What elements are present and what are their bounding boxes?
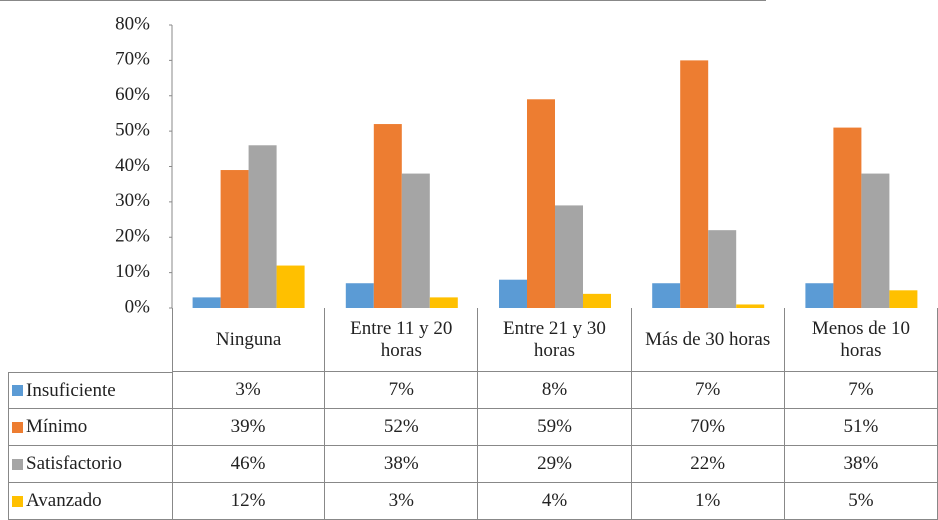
bar (861, 173, 890, 308)
y-tick-label: 50% (115, 119, 150, 140)
y-tick-label: 10% (115, 261, 150, 282)
data-table-value: 29% (478, 446, 632, 483)
data-table-value: 38% (325, 446, 479, 483)
data-table-value: 5% (784, 483, 938, 520)
legend-entry: Insuficiente (8, 372, 173, 409)
data-table-value: 3% (172, 372, 326, 409)
data-table-value: 7% (631, 372, 785, 409)
data-table-value: 8% (478, 372, 632, 409)
data-table-value: 22% (631, 446, 785, 483)
data-table-value: 38% (784, 446, 938, 483)
bar (527, 99, 555, 308)
data-table-value: 70% (631, 409, 785, 446)
bar (736, 304, 765, 308)
bar (805, 283, 834, 308)
bar (555, 205, 583, 308)
legend-entry: Mínimo (8, 409, 173, 446)
legend-label: Avanzado (26, 490, 102, 511)
legend-label: Satisfactorio (26, 453, 123, 474)
bar (220, 170, 249, 308)
data-table-value: 7% (784, 372, 938, 409)
data-table-value: 59% (478, 409, 632, 446)
legend-key (12, 421, 23, 433)
y-tick-label: 0% (125, 296, 151, 317)
y-tick-label: 70% (115, 49, 150, 70)
legend-key (12, 458, 23, 470)
bar (345, 283, 374, 308)
bar (248, 145, 277, 308)
data-table-value: 52% (325, 409, 479, 446)
bar (889, 290, 918, 308)
data-table-value: 1% (631, 483, 785, 520)
category-label: Más de 30 horas (631, 308, 785, 372)
bar (680, 60, 709, 308)
legend-label: Insuficiente (26, 379, 116, 401)
y-tick-label: 30% (115, 190, 150, 211)
data-table-value: 4% (478, 483, 632, 520)
y-tick-label: 80% (115, 13, 150, 34)
data-table-value: 39% (172, 409, 326, 446)
bar (192, 297, 221, 308)
category-label: Menos de 10 horas (784, 308, 938, 372)
y-tick-label: 40% (115, 155, 150, 176)
y-tick-label: 20% (115, 226, 150, 247)
data-table-value: 46% (172, 446, 326, 483)
legend-entry: Avanzado (8, 483, 173, 520)
bar (276, 265, 305, 308)
bar (652, 283, 681, 308)
bar (373, 124, 402, 308)
bar (401, 173, 430, 308)
legend-key (12, 385, 23, 396)
bar (833, 127, 862, 309)
legend-label: Mínimo (26, 416, 88, 437)
bar (708, 230, 737, 308)
data-table-value: 7% (325, 372, 479, 409)
category-label: Ninguna (172, 308, 326, 372)
bar (499, 279, 527, 308)
category-label: Entre 21 y 30 horas (478, 308, 632, 372)
legend-entry: Satisfactorio (8, 446, 173, 483)
y-tick-label: 60% (115, 84, 150, 105)
legend-key (12, 495, 23, 507)
data-table-value: 51% (784, 409, 938, 446)
bar (429, 297, 458, 308)
category-label: Entre 11 y 20 horas (325, 308, 479, 372)
data-table-value: 12% (172, 483, 326, 520)
data-table-value: 3% (325, 483, 479, 520)
bar (583, 293, 611, 308)
table-top (0, 0, 766, 1)
